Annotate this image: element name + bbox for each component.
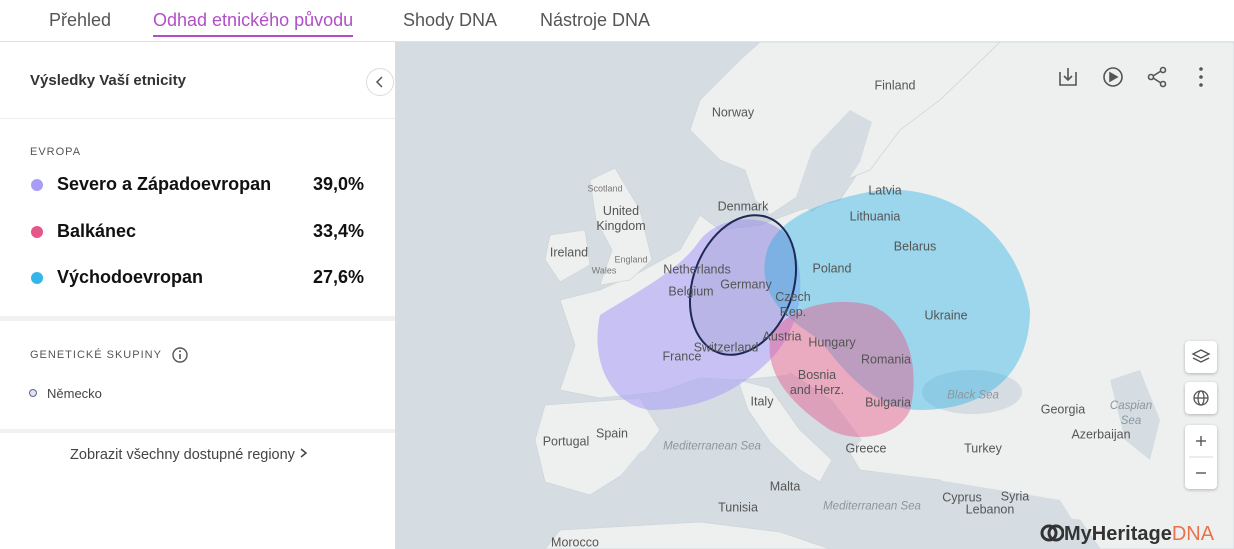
map-label: Germany [720,277,772,292]
map-label: Turkey [964,441,1002,456]
map-label: Spain [596,426,628,441]
map-label: Azerbaijan [1071,427,1131,442]
map-label: Latvia [868,183,902,198]
map-label: United Kingdom [596,204,646,233]
nav-tab[interactable]: Shody DNA [403,10,498,30]
ethnicity-dot [31,272,43,284]
map-label: Romania [860,352,912,367]
map-label: Switzerland [693,340,759,355]
group-name[interactable]: Německo [47,386,102,401]
map-label: Morocco [551,535,599,549]
side-panel: Výsledky Vaší etnicity EVROPA Severo a Z… [0,42,395,549]
map-label: Norway [711,105,755,120]
map-label: Portugal [542,434,590,449]
globe-icon [1193,390,1209,406]
map[interactable]: Finland Norway Latvia Denmark Lithuania Scotl… [395,42,1234,549]
region-area[interactable] [769,301,914,438]
map-label: Scotland [587,183,623,194]
ethnicity-name[interactable]: Severo a Západoevropan [57,174,272,194]
map-label: Austria [762,329,802,344]
group-dot [29,389,37,397]
section-label: GENETICKÉ SKUPINY [30,349,162,361]
region-area[interactable] [597,219,801,410]
more-button[interactable] [1199,67,1203,87]
map-label: Belgium [668,284,714,299]
section-label: EVROPA [30,146,82,158]
map-label: Black Sea [947,389,999,402]
map-label: Wales [591,265,617,276]
logo-dna: DNA [1171,523,1215,545]
collapse-icon [375,76,383,88]
zoom-in[interactable] [1196,436,1206,446]
logo-icon [1040,524,1065,542]
collapse-button[interactable] [366,68,394,96]
layers-icon [1191,349,1211,363]
map-label: Tunisia [718,500,758,515]
show-all-link[interactable]: Zobrazit všechny dostupné regiony [0,447,380,463]
nav-tab[interactable]: Nástroje DNA [540,10,651,30]
ethnicity-dot [31,225,43,238]
panel-title: Výsledky Vaší etnicity [30,72,186,89]
chevron [300,448,308,458]
ethnicity-dot [31,179,43,191]
ethnicity-name[interactable]: Východoevropan [57,267,204,287]
ethnicity-percent: 39,0% [312,174,364,194]
divider [0,118,395,119]
globe-button[interactable] [1185,382,1217,414]
map-label: Hungary [808,335,856,350]
divider [0,316,395,321]
map-label: Lithuania [849,209,901,224]
map-label: Bosnia and Herz. [789,368,845,397]
info-icon[interactable] [171,346,189,364]
nav-tab[interactable]: Odhad etnického původu [153,10,354,37]
map-canvas [395,42,1234,549]
map-label: Malta [769,479,801,494]
map-label: Czech Rep. [775,290,811,319]
land [544,379,833,549]
ethnicity-percent: 27,6% [312,267,364,287]
map-label: Italy [750,394,774,409]
map-label: Netherlands [663,262,731,277]
map-toolbar [1059,66,1203,88]
ethnicity-percent: 33,4% [312,220,364,241]
map-label: Finland [874,78,916,93]
region-area[interactable] [764,189,1030,410]
map-label: Denmark [717,199,769,214]
top-nav: Přehled Odhad etnického původu Shody DNA Ná… [0,0,1234,42]
divider [0,429,395,433]
map-label: Mediterranean Sea [663,440,761,453]
map-label: Caspian Sea [1109,400,1153,427]
map-label: England [614,254,648,265]
download-button[interactable] [1059,68,1077,86]
map-label: Greece [845,441,887,456]
show-all-text: Zobrazit všechny dostupné regiony [70,447,295,463]
play-button[interactable] [1103,67,1123,87]
map-label: Syria [1000,489,1030,504]
map-label: Belarus [893,239,937,254]
zoom-icons [1189,436,1213,474]
map-label: Poland [812,261,852,276]
nav-tab[interactable]: Přehled [49,10,112,30]
map-label: Cyprus [942,490,982,505]
ethnicity-name[interactable]: Balkánec [57,220,137,241]
logo: MyHeritageDNA [1040,523,1214,546]
share-button[interactable] [1147,66,1167,88]
ethnicity-regions [597,189,1030,438]
zoom-control [1185,425,1217,489]
map-label: Lebanon [965,502,1015,517]
map-label: Mediterranean Sea [823,500,921,513]
map-label: Bulgaria [865,395,911,410]
map-label: Georgia [1040,402,1086,417]
group-outline[interactable] [671,200,814,370]
logo-text: MyHeritage [1064,523,1172,545]
layers-button[interactable] [1185,341,1217,373]
seas [600,110,1160,537]
map-label: Ukraine [924,308,968,323]
map-label: Ireland [549,245,589,260]
map-label: France [662,349,702,364]
